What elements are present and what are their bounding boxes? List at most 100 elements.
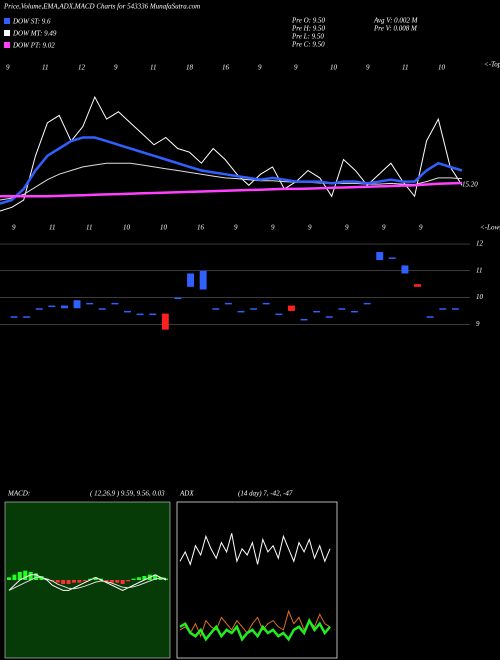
date-label: 9 (419, 224, 423, 232)
date-label: 9 (294, 64, 298, 72)
candle (401, 265, 409, 274)
histogram-bar (55, 580, 60, 583)
price-line (0, 95, 463, 212)
candle (187, 273, 195, 287)
note: <-Lows (480, 224, 500, 232)
histogram-bar (158, 577, 163, 580)
histogram-bar (7, 577, 11, 580)
date-label: 18 (186, 64, 194, 72)
histogram-bar (126, 580, 131, 582)
legend-label: DOW MT: 9.49 (12, 30, 57, 38)
y-tick-label: 10 (476, 293, 484, 301)
candle (149, 313, 157, 316)
candle (338, 308, 346, 310)
legend-swatch (4, 30, 10, 36)
date-label: 9 (114, 64, 118, 72)
date-label: 12 (78, 64, 86, 72)
candle (60, 305, 68, 309)
date-label: 9 (12, 224, 16, 232)
histogram-bar (66, 580, 71, 584)
histogram-bar (34, 573, 39, 580)
stat: Avg V: 0.002 M (373, 17, 419, 25)
histogram-bar (77, 580, 82, 583)
stat: Pre O: 9.50 (291, 17, 325, 25)
histogram-bar (28, 572, 33, 580)
note: <-Tops (484, 61, 500, 69)
candle (73, 300, 81, 309)
candle (124, 310, 131, 313)
stat: Pre H: 9.50 (291, 25, 325, 33)
date-label: 11 (49, 224, 55, 232)
page-title: Price,Volume,EMA,ADX,MACD Charts for 543… (3, 3, 200, 11)
candle (313, 310, 321, 313)
histogram-bar (12, 574, 17, 580)
date-label: 9 (382, 224, 386, 232)
histogram-bar (120, 580, 125, 584)
stat: Pre C: 9.50 (291, 41, 325, 49)
candle (376, 252, 384, 261)
legend-swatch (4, 42, 10, 48)
candle (98, 308, 106, 310)
histogram-bar (17, 572, 22, 580)
candle (237, 310, 245, 313)
candle (262, 302, 270, 305)
panel-title: ADX (179, 490, 194, 498)
price-line (0, 136, 463, 205)
candle (111, 302, 119, 305)
histogram-bar (164, 578, 168, 580)
date-label: 10 (160, 224, 168, 232)
panel-subtitle: ( 12,26,9 ) 9.59, 9.56, 0.03 (90, 490, 165, 498)
histogram-bar (142, 576, 147, 580)
histogram-bar (99, 578, 104, 580)
adx-line (179, 617, 331, 642)
price-line (0, 162, 463, 201)
candle (174, 297, 182, 300)
y-tick-label: 9 (476, 320, 480, 328)
candle (86, 302, 94, 305)
date-label: 11 (86, 224, 92, 232)
candle (212, 308, 220, 310)
candle (48, 305, 56, 308)
legend-label: DOW PT: 9.02 (12, 42, 55, 50)
y-tick-label: 11 (476, 266, 482, 274)
candle (199, 270, 207, 290)
adx-line (179, 533, 331, 566)
candle (224, 302, 232, 305)
candle (388, 257, 396, 259)
date-label: 10 (330, 64, 338, 72)
date-label: 10 (438, 64, 446, 72)
date-label: 9 (234, 224, 238, 232)
histogram-bar (104, 580, 109, 582)
candle (300, 318, 308, 321)
panel-title: MACD: (7, 490, 30, 498)
stat: Pre V: 0.008 M (373, 25, 418, 33)
macd-line (8, 576, 167, 591)
date-label: 16 (222, 64, 230, 72)
stat: Pre L: 9.50 (291, 33, 324, 41)
date-label: 9 (258, 64, 262, 72)
candle (351, 310, 358, 313)
histogram-bar (109, 580, 114, 583)
histogram-bar (39, 576, 44, 580)
price-label: 15.20 (462, 181, 478, 189)
histogram-bar (115, 580, 120, 583)
y-tick-label: 12 (476, 240, 484, 248)
legend-swatch (4, 18, 10, 24)
date-label: 11 (402, 64, 408, 72)
panel (176, 501, 338, 659)
histogram-bar (136, 577, 141, 580)
histogram-bar (82, 580, 87, 582)
candle (161, 313, 169, 330)
candle (414, 284, 422, 287)
candle (10, 316, 18, 318)
candle (287, 305, 295, 311)
date-label: 10 (123, 224, 131, 232)
date-label: 11 (42, 64, 48, 72)
histogram-bar (88, 578, 93, 580)
date-label: 9 (271, 224, 275, 232)
candle (451, 308, 459, 310)
date-label: 16 (197, 224, 205, 232)
candle (250, 308, 258, 310)
candle (136, 313, 144, 316)
